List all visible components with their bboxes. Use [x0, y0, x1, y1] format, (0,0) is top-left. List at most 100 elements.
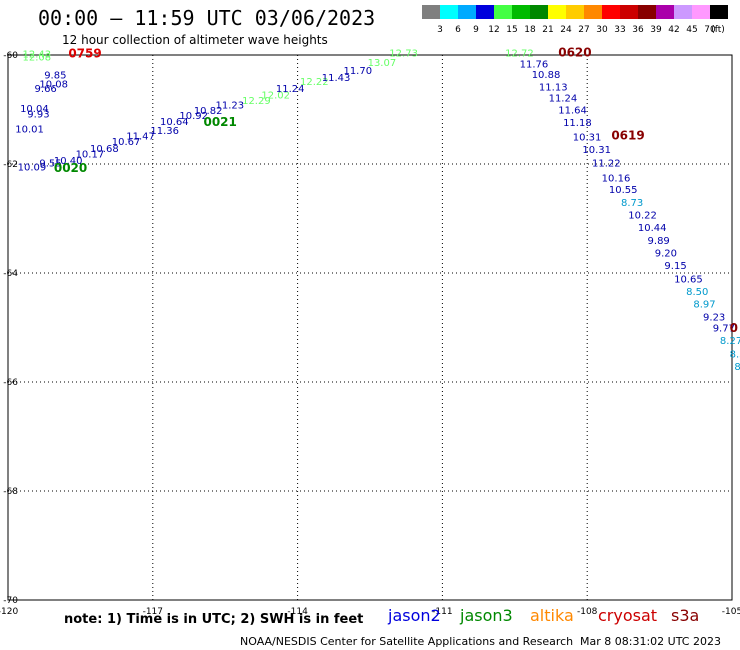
- colorbar-unit: (ft): [711, 25, 725, 35]
- wave-height-label: 10.09: [18, 163, 47, 174]
- colorbar-label: 39: [650, 25, 662, 35]
- wave-height-label: 12.29: [242, 96, 271, 107]
- legend-jason3: jason3: [460, 606, 513, 625]
- wave-height-label: 9.77: [713, 323, 735, 334]
- lat-tick-label: -68: [3, 487, 18, 497]
- color-scale-bar: 3 6 9 12 15 18 21 24 27 30 33 36 39 42 45 70(ft): [422, 5, 728, 35]
- pass-time-label: 0759: [68, 47, 101, 61]
- legend-cryosat: cryosat: [598, 606, 658, 625]
- wave-height-label: 10.17: [76, 149, 105, 160]
- wave-height-label: 10.68: [90, 144, 119, 155]
- wave-height-label: 11.64: [558, 105, 587, 116]
- wave-height-label: 9.66: [35, 84, 57, 95]
- lat-tick-label: -70: [3, 596, 18, 606]
- wave-height-label: 9.15: [664, 261, 686, 272]
- colorbar-swatch: [494, 5, 512, 19]
- colorbar-swatch: [548, 5, 566, 19]
- lat-tick-label: -62: [3, 160, 18, 170]
- wave-height-label: 10.01: [15, 124, 44, 135]
- lon-tick-label: -108: [577, 607, 598, 617]
- colorbar-swatch: [710, 5, 728, 19]
- colorbar-swatch: [440, 5, 458, 19]
- colorbar-label: 21: [542, 25, 553, 35]
- colorbar-swatch: [566, 5, 584, 19]
- wave-height-label: 8.27: [720, 336, 740, 347]
- colorbar-label: 70: [704, 25, 716, 35]
- wave-height-label: 11.24: [276, 84, 305, 95]
- wave-height-label: 10.04: [20, 104, 49, 115]
- colorbar-label: 12: [488, 25, 499, 35]
- wave-height-label: 10.92: [179, 111, 208, 122]
- colorbar-label: 6: [455, 25, 461, 35]
- wave-height-label: 11.18: [563, 118, 592, 129]
- pass-time-label: 0021: [203, 115, 236, 129]
- colorbar-swatch: [512, 5, 530, 19]
- colorbar-swatch: [422, 5, 440, 19]
- generated-timestamp: Mar 8 08:31:02 UTC 2023: [580, 635, 721, 648]
- page-title: 00:00 – 11:59 UTC 03/06/2023: [38, 6, 376, 30]
- wave-height-label: 11.76: [520, 60, 549, 71]
- wave-height-label: 10.88: [532, 70, 561, 81]
- wave-height-label: 10.40: [54, 156, 83, 167]
- wave-height-label: 8.97: [693, 299, 715, 310]
- wave-height-label: 12.73: [389, 49, 418, 60]
- footnote: note: 1) Time is in UTC; 2) SWH is in fe…: [64, 612, 364, 627]
- lat-tick-label: -66: [3, 378, 18, 388]
- colorbar-label: 9: [473, 25, 479, 35]
- pass-time-label: 0619: [611, 128, 644, 142]
- pass-time-label: 0: [730, 321, 738, 335]
- colorbar-swatch: [692, 5, 710, 19]
- colorbar-swatch: [458, 5, 476, 19]
- colorbar-label: 33: [614, 25, 625, 35]
- wave-height-label: 10.67: [112, 137, 141, 148]
- lat-tick-label: -60: [3, 51, 18, 61]
- wave-height-label: 9.85: [44, 70, 66, 81]
- lon-tick-label: -120: [0, 607, 18, 617]
- wave-height-label: 12.43: [22, 50, 51, 61]
- wave-height-label: 10.08: [39, 80, 68, 91]
- wave-height-label: 8.: [734, 362, 740, 373]
- wave-height-label: 10.16: [602, 173, 631, 184]
- legend-jason2: jason2: [388, 606, 441, 625]
- wave-height-label: 9.93: [27, 110, 49, 121]
- wave-height-label: 12.72: [505, 49, 534, 60]
- lon-tick-label: -114: [287, 607, 308, 617]
- wave-height-label: 12.02: [261, 91, 290, 102]
- colorbar-swatch: [656, 5, 674, 19]
- wave-height-label: 11.22: [592, 159, 621, 170]
- wave-height-label: 11.70: [343, 66, 372, 77]
- wave-height-label: 11.43: [322, 73, 351, 84]
- wave-height-label: 12.08: [22, 52, 51, 63]
- colorbar-label: 27: [578, 25, 589, 35]
- legend-altika: altika: [530, 606, 574, 625]
- wave-height-label: 10.44: [638, 223, 667, 234]
- wave-height-label: 11.23: [216, 100, 245, 111]
- pass-time-label: 0020: [54, 161, 87, 175]
- colorbar-label: 45: [686, 25, 697, 35]
- colorbar-label: 42: [668, 25, 679, 35]
- wave-height-label: 9.20: [655, 249, 677, 260]
- wave-height-label: 10.55: [609, 185, 638, 196]
- colorbar-swatch: [584, 5, 602, 19]
- wave-height-label: 11.24: [549, 93, 578, 104]
- colorbar-swatch: [620, 5, 638, 19]
- wave-height-label: 8.73: [621, 198, 643, 209]
- colorbar-swatch: [476, 5, 494, 19]
- colorbar-swatch: [530, 5, 548, 19]
- wave-height-label: 9.89: [648, 236, 670, 247]
- wave-height-label: 9.23: [703, 312, 725, 323]
- colorbar-swatch: [638, 5, 656, 19]
- wave-height-label: 12.22: [300, 77, 329, 88]
- wave-height-label: 10.31: [573, 133, 602, 144]
- colorbar-label: 24: [560, 25, 572, 35]
- wave-height-label: 10.31: [582, 145, 611, 156]
- pass-time-label: 0620: [558, 46, 591, 60]
- colorbar-label: 36: [632, 25, 644, 35]
- wave-height-label: 9.55: [39, 159, 61, 170]
- wave-height-label: 11.47: [126, 131, 155, 142]
- colorbar-swatch: [674, 5, 692, 19]
- wave-height-label: 10.65: [674, 274, 703, 285]
- wave-height-label: 8.3: [730, 349, 740, 360]
